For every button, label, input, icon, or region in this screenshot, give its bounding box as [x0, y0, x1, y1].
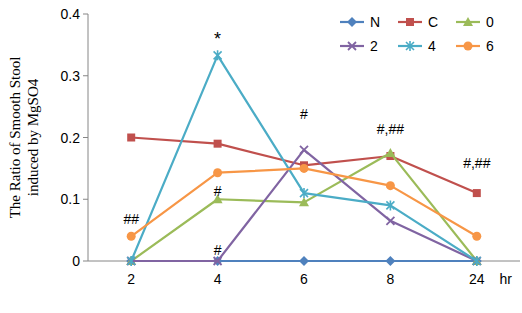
point: [127, 256, 135, 266]
point: [300, 146, 308, 154]
annotation: #: [300, 106, 308, 122]
annotation: ##: [123, 211, 139, 227]
x-axis-label: hr: [500, 271, 513, 287]
y-tick: [83, 199, 88, 200]
x-tick-label: 24: [469, 271, 485, 287]
annotation: #: [214, 183, 222, 199]
y-tick-label: 0.2: [61, 130, 81, 146]
legend-marker: [463, 17, 473, 26]
x-tick-label: 6: [300, 271, 308, 287]
line: [131, 168, 477, 236]
legend-marker: [348, 42, 356, 50]
y-tick: [83, 14, 88, 15]
point: [385, 148, 395, 157]
point: [300, 188, 308, 198]
y-tick-label: 0.4: [61, 6, 81, 22]
line: [131, 153, 477, 261]
point: [472, 232, 481, 241]
point: [299, 256, 309, 266]
point: [214, 140, 222, 148]
legend-label: 0: [486, 14, 494, 30]
series: [127, 164, 482, 241]
x-tick-label: 8: [387, 271, 395, 287]
annotation: *: [214, 29, 221, 49]
legend-marker: [406, 18, 414, 26]
line: [131, 55, 477, 261]
point: [214, 257, 222, 265]
y-tick: [83, 137, 88, 138]
annotation: #,##: [377, 121, 404, 137]
series: [127, 146, 481, 265]
legend-label: N: [370, 14, 380, 30]
chart: 00.10.20.30.4246824hrThe Ratio of Smooth…: [0, 0, 522, 313]
legend-label: 4: [428, 38, 436, 54]
series: [127, 50, 481, 266]
y-tick: [83, 75, 88, 76]
point: [299, 197, 309, 206]
legend-label: 6: [486, 38, 494, 54]
line: [131, 150, 477, 261]
point: [214, 50, 222, 60]
plot-area: [126, 50, 482, 266]
point: [473, 189, 481, 197]
legend-marker: [464, 42, 473, 51]
point: [386, 200, 394, 210]
y-tick: [83, 261, 88, 262]
point: [385, 256, 395, 266]
x-tick-label: 4: [214, 271, 222, 287]
legend-marker: [347, 17, 357, 27]
point: [213, 168, 222, 177]
point: [127, 134, 135, 142]
series: [126, 148, 482, 265]
legend-label: C: [428, 14, 438, 30]
point: [473, 256, 481, 266]
annotation: #: [214, 242, 222, 258]
y-axis-label: The Ratio of Smooth Stoolinduced by MgSO…: [7, 57, 41, 219]
x-tick-label: 2: [127, 271, 135, 287]
y-tick-label: 0: [72, 253, 80, 269]
point: [473, 257, 481, 265]
y-axis-label-line: The Ratio of Smooth Stool: [7, 57, 23, 219]
point: [127, 257, 135, 265]
annotation: #,##: [463, 155, 490, 171]
legend: N C 0 2 4 6: [340, 14, 494, 54]
legend-label: 2: [370, 38, 378, 54]
point: [300, 164, 309, 173]
point: [386, 217, 394, 225]
point: [472, 256, 482, 266]
legend-marker: [406, 41, 414, 51]
y-tick-label: 0.1: [61, 191, 81, 207]
point: [386, 181, 395, 190]
y-tick-label: 0.3: [61, 68, 81, 84]
line: [131, 138, 477, 194]
y-axis-label-line: induced by MgSO4: [25, 78, 41, 196]
point: [127, 232, 136, 241]
